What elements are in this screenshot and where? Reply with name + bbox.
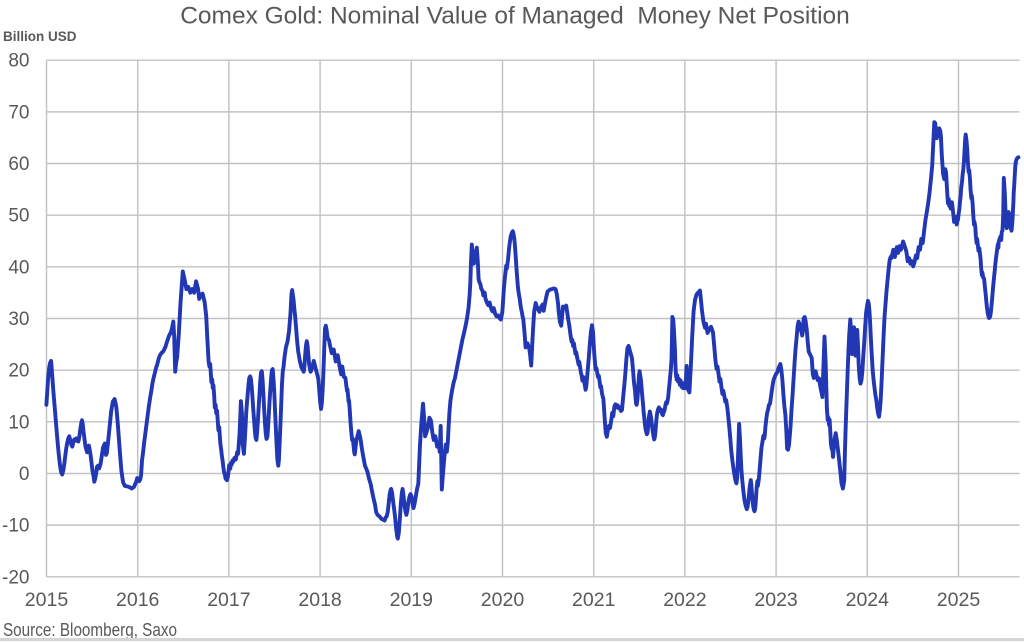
svg-text:2021: 2021 [572, 589, 615, 611]
svg-text:50: 50 [8, 206, 29, 227]
svg-text:Billion USD: Billion USD [3, 29, 77, 44]
svg-text:2018: 2018 [298, 589, 341, 611]
svg-text:30: 30 [8, 309, 29, 330]
svg-text:70: 70 [8, 102, 29, 123]
svg-text:2025: 2025 [937, 589, 981, 611]
svg-text:2022: 2022 [663, 589, 706, 611]
svg-text:20: 20 [8, 361, 29, 382]
svg-text:Source: Bloomberg, Saxo: Source: Bloomberg, Saxo [3, 620, 177, 640]
svg-text:-10: -10 [2, 516, 29, 537]
svg-text:2019: 2019 [390, 589, 433, 611]
svg-text:40: 40 [8, 257, 29, 278]
svg-text:2016: 2016 [116, 589, 159, 611]
svg-text:2015: 2015 [25, 589, 69, 611]
svg-text:80: 80 [8, 51, 29, 72]
svg-text:-20: -20 [2, 567, 29, 588]
svg-text:10: 10 [8, 412, 29, 433]
svg-text:2023: 2023 [754, 589, 797, 611]
svg-text:2017: 2017 [207, 589, 250, 611]
svg-text:Comex Gold: Nominal Value of M: Comex Gold: Nominal Value of Managed Mon… [180, 3, 850, 30]
svg-text:2020: 2020 [481, 589, 525, 611]
svg-text:60: 60 [8, 154, 29, 175]
svg-text:2024: 2024 [846, 589, 890, 611]
svg-text:0: 0 [19, 464, 30, 485]
